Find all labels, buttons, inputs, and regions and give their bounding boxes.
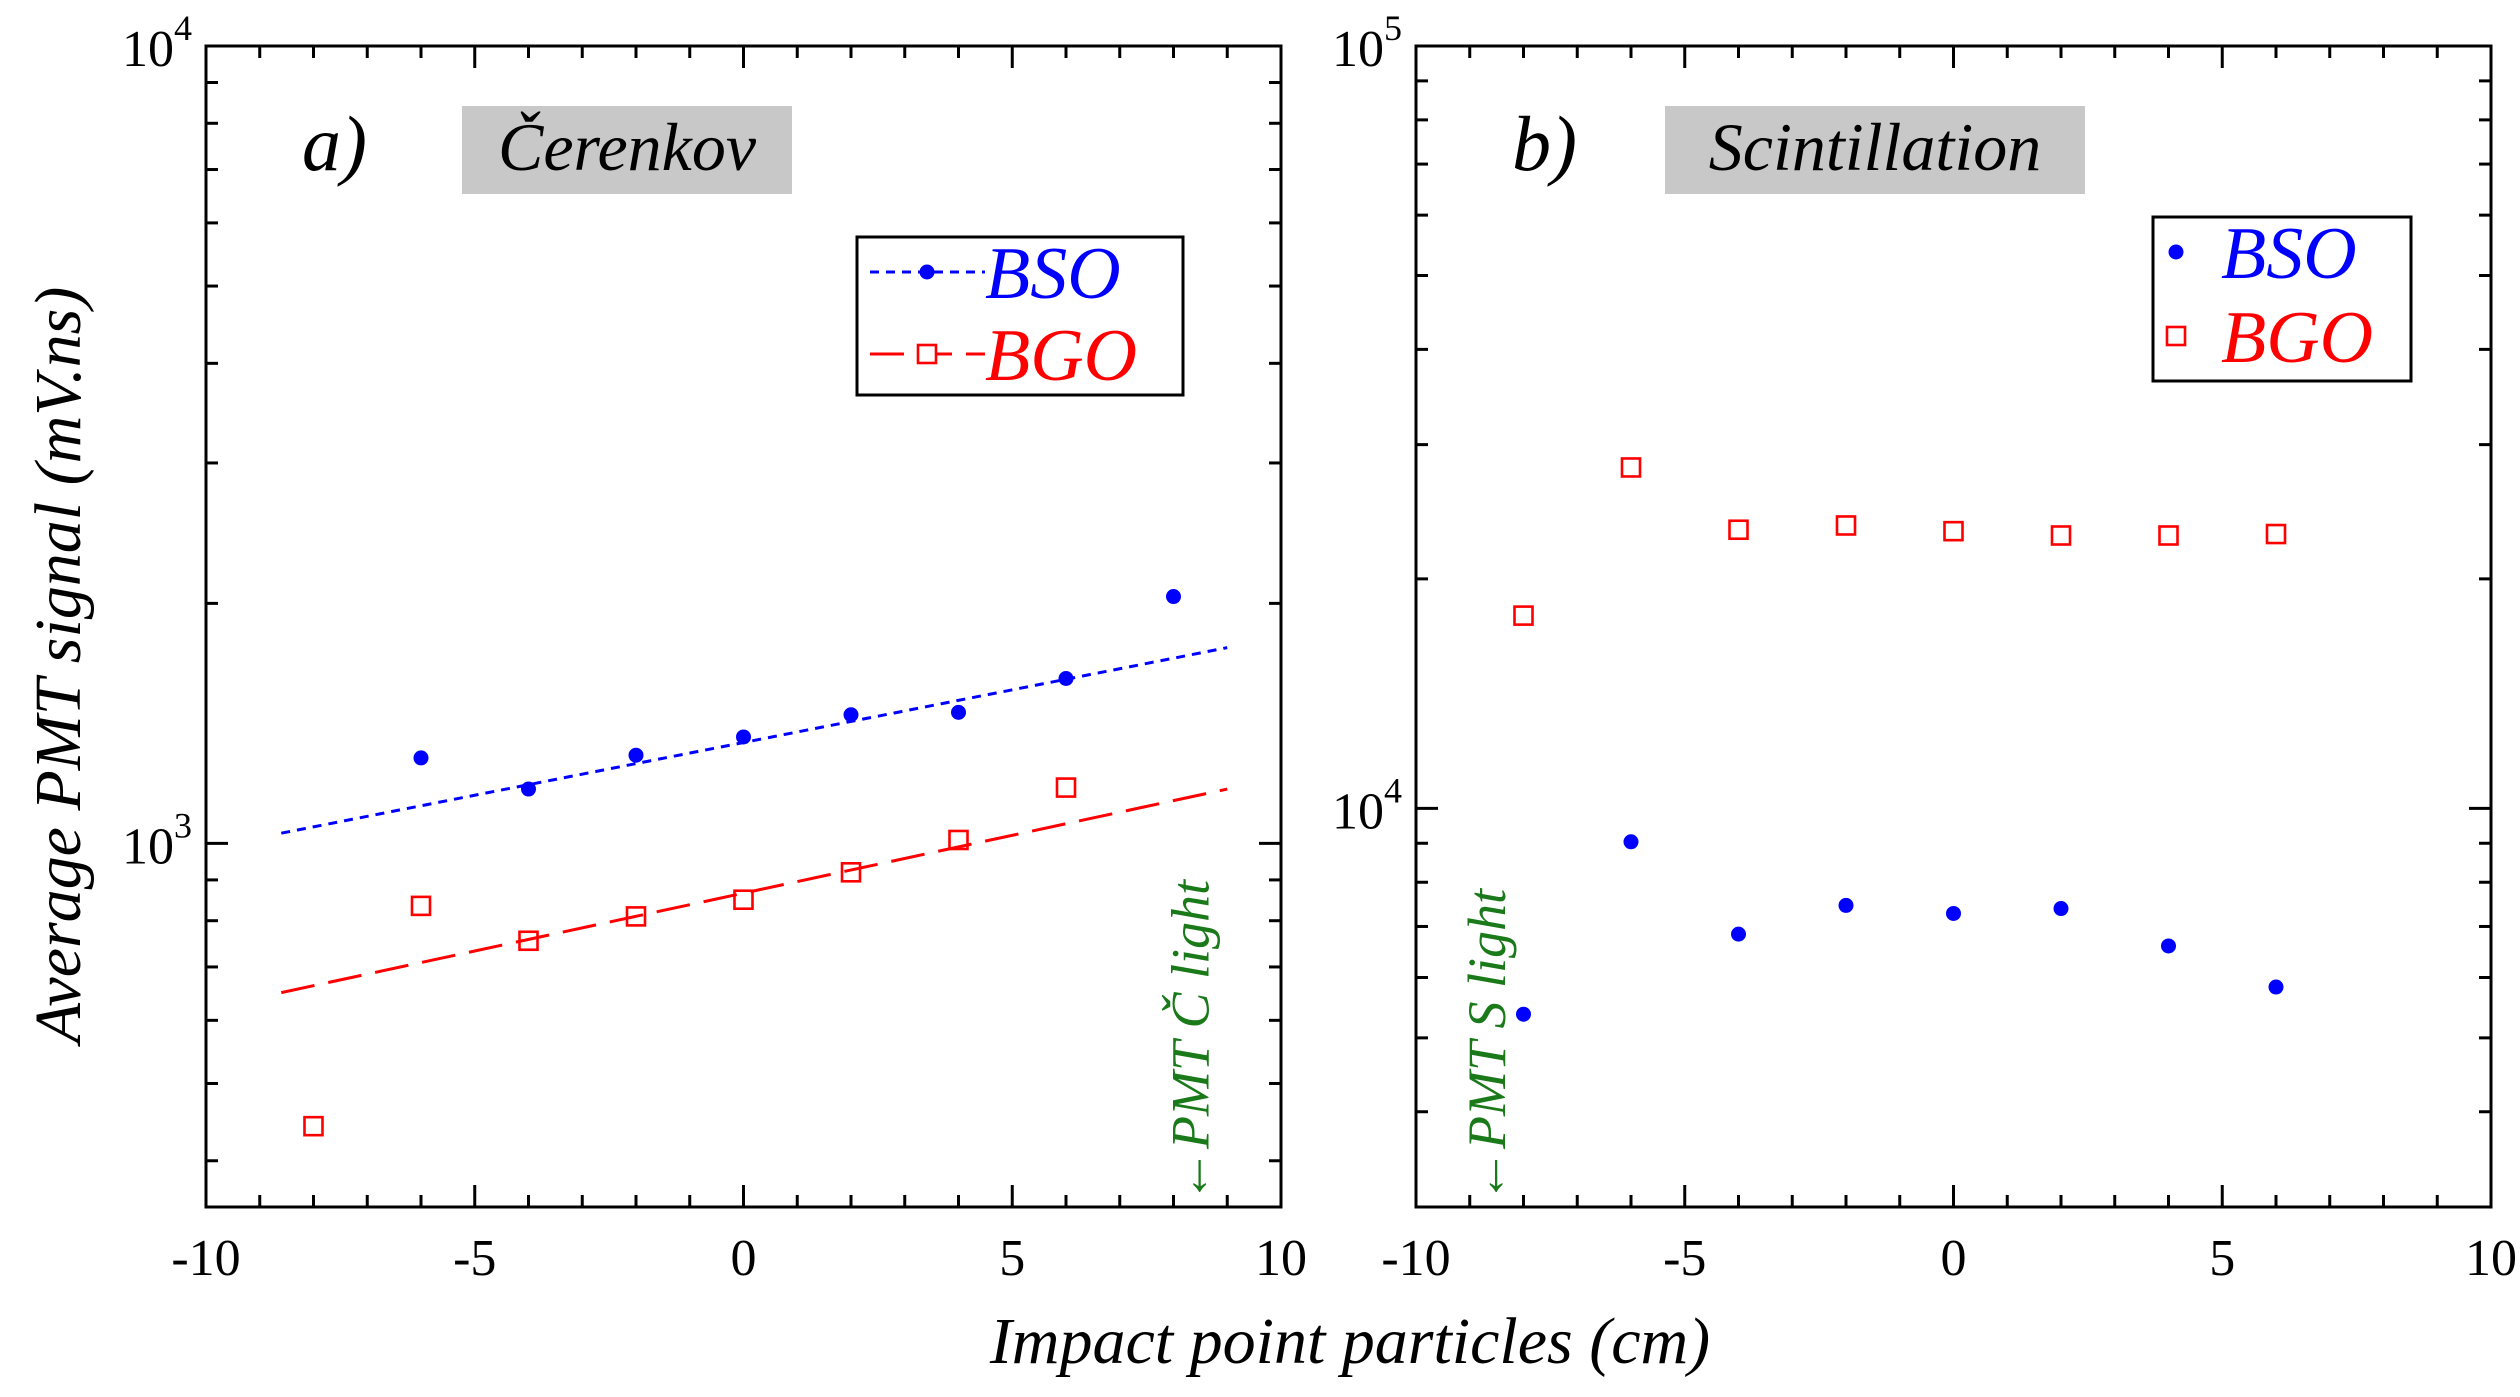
data-point-bso [628,747,644,763]
legend-label-bso: BSO [985,233,1121,315]
panel-title: Čerenkov [498,109,757,185]
legend-label-bgo: BGO [2221,297,2373,379]
data-point-bso [1623,834,1639,850]
data-point-bso [521,781,536,797]
pmt-annotation: ←PMT S light [1457,887,1517,1203]
x-tick-label: 0 [731,1230,757,1287]
y-tick-base: 10 [1332,783,1384,840]
panel-title-box [462,106,792,194]
panel-label: b) [1512,100,1577,187]
data-point-bgo [2265,523,2287,545]
data-point-bgo [1055,777,1077,798]
data-point-bso [1838,897,1854,913]
y-tick-exponent: 4 [1384,770,1402,810]
data-point-bso [843,707,859,723]
data-point-bgo [2050,525,2072,546]
legend-marker-bso [2168,244,2184,260]
x-tick-label: -5 [453,1230,496,1287]
x-tick-label: 5 [999,1230,1025,1287]
y-tick-label: 104 [122,8,192,78]
y-tick-label: 104 [1332,770,1402,840]
y-tick-exponent: 3 [174,805,192,845]
data-point-bgo [518,930,539,952]
legend-marker-bso [919,264,935,280]
data-point-bgo [948,829,969,851]
panel-label: a) [302,100,367,187]
pmt-annotation: ←PMT Č light [1161,878,1221,1203]
y-axis-title: Average PMT signal (mV.ns) [22,287,95,1048]
y-tick-base: 10 [1332,21,1384,78]
y-tick-exponent: 4 [174,8,192,48]
data-point-bgo [1835,515,1857,536]
y-tick-exponent: 5 [1384,8,1402,48]
data-point-bgo [733,889,754,911]
data-point-bgo [303,1115,324,1137]
data-point-bso [1166,589,1181,605]
data-point-bso [2268,979,2284,995]
x-tick-label: 5 [2209,1230,2235,1287]
x-tick-label: 10 [1255,1230,1307,1287]
legend-label-bgo: BGO [985,315,1137,397]
fit-line-bso [280,646,1228,835]
data-point-bso [1058,670,1074,686]
y-tick-label: 103 [122,805,192,875]
data-point-bgo [2158,525,2179,546]
legend-label-bso: BSO [2221,213,2357,295]
x-tick-label: 10 [2465,1230,2517,1287]
data-point-bgo [410,895,432,917]
data-point-bgo [840,862,862,883]
data-point-bso [951,704,966,720]
data-point-bgo [1728,519,1749,541]
panel-title: Scintillation [1709,109,2041,185]
fit-line-bgo [280,787,1228,995]
y-tick-base: 10 [122,21,174,78]
legend-frame [2151,215,2413,383]
data-point-bgo [1620,457,1642,478]
data-point-bso [2161,938,2176,954]
legend-marker-bgo [916,343,938,365]
plot-frame [204,44,1283,1209]
data-point-bso [2053,901,2069,917]
data-point-bso [1946,905,1961,921]
x-tick-label: -5 [1663,1230,1706,1287]
data-point-bso [413,750,429,766]
legend-frame [855,235,1185,397]
data-point-bso [736,729,751,745]
legend-marker-bgo [2165,325,2187,347]
y-tick-label: 105 [1332,8,1402,78]
panel-title-box [1665,106,2085,194]
x-tick-label: 0 [1941,1230,1967,1287]
data-point-bgo [1943,520,1964,542]
y-tick-base: 10 [122,818,174,875]
data-point-bgo [625,906,647,927]
data-point-bso [1516,1006,1531,1022]
x-axis-title: Impact point particles (cm) [989,1305,1710,1378]
x-tick-label: -10 [1381,1230,1450,1287]
data-point-bso [1731,926,1746,942]
x-tick-label: -10 [171,1230,240,1287]
data-point-bgo [1513,605,1534,626]
